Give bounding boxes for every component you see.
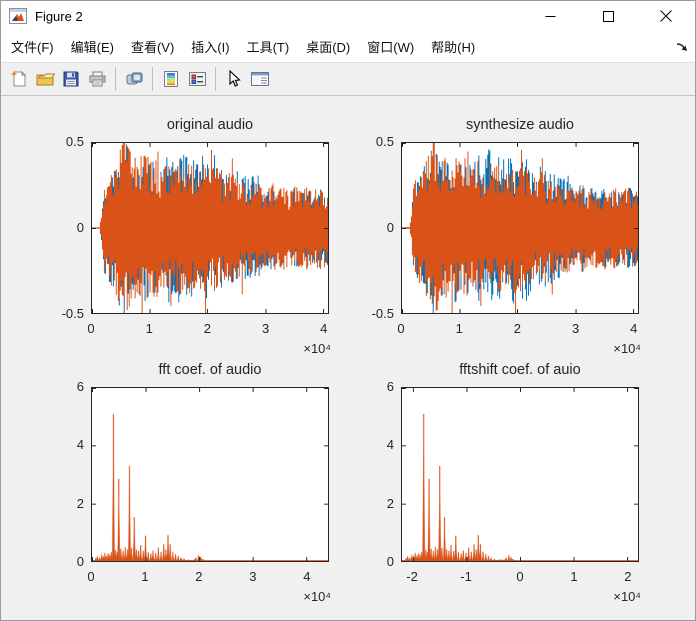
plot-title: fftshift coef. of auio bbox=[459, 362, 581, 378]
plot-title: synthesize audio bbox=[465, 117, 574, 133]
y-tick-label: 4 bbox=[76, 437, 84, 453]
menu-desktop[interactable]: 桌面(D) bbox=[306, 40, 351, 55]
y-tick-label: 4 bbox=[386, 437, 394, 453]
matlab-figure-icon bbox=[9, 8, 27, 24]
x-tick-label: 0 bbox=[87, 569, 95, 584]
insert-legend-icon bbox=[188, 72, 206, 86]
menu-view[interactable]: 查看(V) bbox=[130, 40, 175, 55]
toolbar-separator bbox=[115, 67, 116, 91]
x-tick-label: 4 bbox=[303, 569, 311, 584]
x-tick-label: 2 bbox=[203, 321, 211, 336]
x-tick-label: 1 bbox=[455, 321, 463, 336]
x-tick-label: 0 bbox=[397, 321, 405, 336]
insert-colorbar-icon bbox=[164, 71, 178, 87]
subplot-original-audio: original audio 0 1 2 3 4 -0.5 0 0.5 ×10⁴ bbox=[62, 117, 331, 356]
toolbar bbox=[1, 62, 695, 96]
x-tick-label: 1 bbox=[145, 321, 153, 336]
open-file-button[interactable] bbox=[33, 66, 57, 92]
x-tick-label: 1 bbox=[570, 569, 578, 584]
save-figure-icon bbox=[63, 71, 79, 87]
x-axis-exponent-label: ×10⁴ bbox=[303, 589, 331, 604]
y-tick-label: 0.5 bbox=[65, 134, 84, 149]
plot-title: fft coef. of audio bbox=[158, 362, 262, 378]
subplot-synthesize-audio: synthesize audio 0 1 2 3 4 -0.5 0 0.5 ×10⁴ bbox=[372, 117, 641, 356]
save-figure-button[interactable] bbox=[59, 66, 83, 92]
insert-legend-button[interactable] bbox=[185, 66, 209, 92]
minimize-icon bbox=[545, 15, 555, 17]
subplot-fftshift-coef: fftshift coef. of auio -2 -1 0 1 2 0 2 4 6 ×10⁴ bbox=[387, 362, 641, 604]
maximize-icon bbox=[602, 10, 614, 22]
fftshift-coef-canvas bbox=[401, 387, 639, 562]
edit-plot-cursor-icon bbox=[229, 70, 241, 87]
x-tick-label: -2 bbox=[406, 569, 418, 584]
toolbar-separator bbox=[152, 67, 153, 91]
maximize-button[interactable] bbox=[579, 1, 637, 31]
plot-title: original audio bbox=[166, 117, 254, 133]
y-tick-label: 0 bbox=[76, 220, 84, 235]
menu-file[interactable]: 文件(F) bbox=[11, 40, 54, 55]
fft-coef-canvas bbox=[91, 387, 329, 562]
y-tick-label: 6 bbox=[386, 379, 394, 394]
y-tick-label: 0 bbox=[386, 554, 394, 569]
x-tick-label: -1 bbox=[460, 569, 472, 584]
titlebar: Figure 2 bbox=[1, 1, 695, 31]
close-icon bbox=[660, 10, 672, 22]
insert-colorbar-button[interactable] bbox=[159, 66, 183, 92]
x-tick-label: 0 bbox=[516, 569, 524, 584]
toolbar-separator bbox=[215, 67, 216, 91]
window-title: Figure 2 bbox=[35, 8, 83, 24]
y-tick-label: 0.5 bbox=[375, 134, 394, 149]
x-tick-label: 0 bbox=[87, 321, 95, 336]
x-axis-exponent-label: ×10⁴ bbox=[613, 589, 641, 604]
x-axis-exponent-label: ×10⁴ bbox=[613, 341, 641, 356]
menu-edit[interactable]: 编辑(E) bbox=[70, 40, 114, 55]
x-tick-label: 2 bbox=[195, 569, 203, 584]
link-plot-icon bbox=[126, 72, 142, 85]
y-tick-label: 2 bbox=[76, 495, 84, 511]
window-controls bbox=[521, 1, 695, 31]
open-file-icon bbox=[36, 73, 55, 86]
x-tick-label: 3 bbox=[261, 321, 270, 336]
y-tick-label: -0.5 bbox=[371, 306, 394, 321]
x-tick-label: 4 bbox=[630, 321, 638, 336]
y-tick-label: 0 bbox=[76, 554, 84, 569]
x-tick-label: 3 bbox=[571, 321, 580, 336]
property-editor-icon bbox=[251, 72, 269, 86]
menubar: 文件(F) 编辑(E) 查看(V) 插入(I) 工具(T) 桌面(D) 窗口(W… bbox=[1, 31, 695, 62]
dock-figure-arrow-icon[interactable] bbox=[675, 39, 689, 53]
print-figure-button[interactable] bbox=[85, 66, 109, 92]
close-button[interactable] bbox=[637, 1, 695, 31]
menu-help[interactable]: 帮助(H) bbox=[431, 40, 476, 55]
x-tick-label: 3 bbox=[249, 569, 257, 584]
x-tick-label: 2 bbox=[624, 569, 632, 584]
original-audio-canvas bbox=[91, 142, 329, 314]
subplot-fft-coef: fft coef. of audio 0 1 2 3 4 0 2 4 6 ×10⁴ bbox=[77, 362, 331, 604]
x-tick-label: 4 bbox=[320, 321, 328, 336]
x-axis-exponent-label: ×10⁴ bbox=[303, 341, 331, 356]
print-figure-icon bbox=[89, 71, 105, 87]
minimize-button[interactable] bbox=[521, 1, 579, 31]
x-tick-label: 1 bbox=[141, 569, 149, 584]
figure-canvas-area: original audio 0 1 2 3 4 -0.5 0 0.5 ×10⁴ synthes… bbox=[1, 96, 695, 620]
y-tick-label: 0 bbox=[386, 220, 394, 235]
menu-tools[interactable]: 工具(T) bbox=[246, 40, 290, 55]
edit-plot-button[interactable] bbox=[222, 66, 246, 92]
new-figure-icon bbox=[10, 70, 27, 87]
link-plot-button[interactable] bbox=[122, 66, 146, 92]
property-editor-button[interactable] bbox=[248, 66, 272, 92]
x-tick-label: 2 bbox=[513, 321, 521, 336]
y-tick-label: -0.5 bbox=[61, 306, 84, 321]
synthesize-audio-canvas bbox=[401, 142, 639, 314]
new-figure-button[interactable] bbox=[7, 66, 31, 92]
menu-insert[interactable]: 插入(I) bbox=[191, 40, 230, 55]
y-tick-label: 6 bbox=[76, 379, 84, 394]
menu-window[interactable]: 窗口(W) bbox=[367, 40, 415, 55]
y-tick-label: 2 bbox=[386, 495, 394, 511]
